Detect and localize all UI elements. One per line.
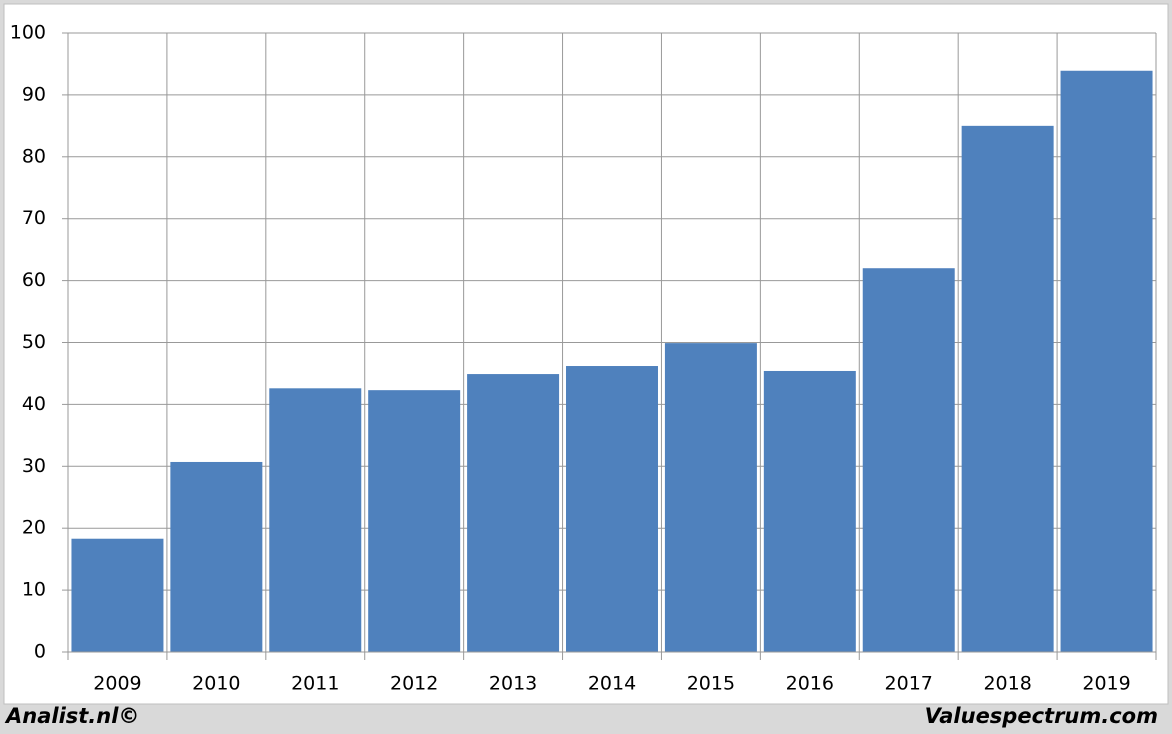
bar xyxy=(664,343,757,652)
bar xyxy=(566,366,658,652)
y-tick-label: 0 xyxy=(34,641,46,663)
bar xyxy=(269,388,362,652)
bar xyxy=(71,538,164,652)
x-tick-label: 2017 xyxy=(885,673,933,695)
bar xyxy=(368,390,461,652)
x-tick-label: 2015 xyxy=(687,673,735,695)
bar xyxy=(763,370,856,652)
bar xyxy=(961,125,1054,653)
footer-right: Valuespectrum.com xyxy=(925,704,1158,728)
bar xyxy=(1060,70,1153,652)
y-tick-label: 10 xyxy=(22,579,46,601)
x-tick-label: 2011 xyxy=(291,673,339,695)
y-tick-label: 40 xyxy=(22,393,46,415)
x-tick-label: 2009 xyxy=(93,673,141,695)
bar xyxy=(170,461,263,652)
y-tick-label: 50 xyxy=(22,331,46,353)
y-tick-label: 90 xyxy=(22,83,46,105)
bar xyxy=(467,374,560,652)
footer-left: Analist.nl© xyxy=(4,704,139,728)
y-tick-label: 60 xyxy=(22,269,46,291)
y-tick-label: 100 xyxy=(10,22,46,44)
x-tick-label: 2018 xyxy=(983,673,1031,695)
x-tick-label: 2012 xyxy=(390,673,438,695)
x-tick-label: 2019 xyxy=(1082,673,1130,695)
y-tick-label: 30 xyxy=(22,455,46,477)
x-tick-label: 2010 xyxy=(192,673,240,695)
x-tick-label: 2014 xyxy=(588,673,636,695)
bar xyxy=(862,268,955,652)
y-tick-label: 80 xyxy=(22,145,46,167)
y-tick-label: 20 xyxy=(22,517,46,539)
x-tick-label: 2016 xyxy=(786,673,834,695)
x-tick-label: 2013 xyxy=(489,673,537,695)
y-tick-label: 70 xyxy=(22,207,46,229)
